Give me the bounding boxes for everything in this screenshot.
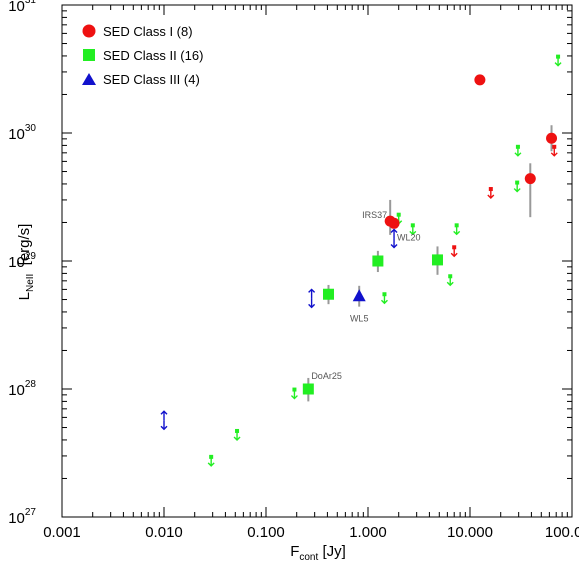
x-tick-label: 0.001 [43, 524, 81, 541]
upper-limit-arrow-head [207, 462, 215, 467]
y-tick-labels: 1027 1028 1029 1030 1031 [8, 0, 36, 527]
legend-marker-class-i [82, 24, 96, 38]
axis-ticks [61, 4, 573, 518]
class-iii-point [352, 289, 366, 302]
class-ii-point [431, 254, 443, 266]
y-tick-label: 1031 [8, 0, 36, 15]
legend-marker-class-iii [82, 73, 96, 85]
upper-limit-arrow-head [446, 281, 454, 287]
x-tick-label: 0.010 [145, 524, 183, 541]
legend: SED Class I (8) SED Class II (16) SED Cl… [82, 24, 203, 87]
upper-limit-arrow-head [550, 152, 558, 157]
limit-arrow-down-head [160, 425, 168, 431]
legend-marker-class-ii [83, 49, 95, 61]
data-points [302, 74, 558, 395]
x-tick-label: 1.000 [349, 524, 387, 541]
upper-limit-arrow-head [453, 230, 461, 236]
x-axis-label: Fcont [Jy] [290, 543, 346, 563]
class-i-point [388, 217, 400, 229]
error-bars [307, 125, 553, 402]
limit-arrow-up-head [160, 410, 168, 415]
upper-limit-arrow-head [233, 436, 241, 441]
class-ii-point [323, 288, 335, 300]
limit-arrows [160, 54, 562, 467]
y-tick-label: 1028 [8, 379, 36, 399]
x-tick-label: 10.000 [447, 524, 493, 541]
limit-arrow-up-head [390, 228, 398, 233]
limit-arrow-up-head [308, 288, 316, 293]
legend-label-class-iii: SED Class III (4) [103, 72, 200, 87]
upper-limit-arrow-head [290, 395, 298, 400]
limit-arrow-down-head [390, 243, 398, 249]
class-ii-point [372, 255, 384, 267]
limit-arrow-down-head [308, 303, 316, 309]
class-i-point [474, 74, 486, 86]
source-label: WL20 [397, 232, 421, 242]
y-tick-label: 1029 [8, 251, 36, 271]
y-axis-label: LNeII [erg/s] [16, 224, 36, 301]
source-annotations: IRS37 WL20 WL5 DoAr25 [311, 210, 420, 381]
class-i-point [546, 132, 558, 144]
x-tick-labels: 0.001 0.010 0.100 1.000 10.000 100.000 [43, 524, 579, 541]
upper-limit-arrow-head [409, 230, 417, 236]
upper-limit-arrow-head [514, 152, 522, 157]
source-label: IRS37 [362, 210, 387, 220]
source-label: WL5 [350, 313, 369, 323]
upper-limit-arrow-head [487, 194, 495, 200]
source-label: DoAr25 [311, 371, 342, 381]
y-tick-label: 1027 [8, 507, 36, 527]
x-tick-label: 100.000 [545, 524, 579, 541]
x-tick-label: 0.100 [247, 524, 285, 541]
class-ii-point [302, 383, 314, 395]
y-tick-label: 1030 [8, 123, 36, 143]
legend-label-class-ii: SED Class II (16) [103, 48, 203, 63]
upper-limit-arrow-head [554, 62, 562, 67]
upper-limit-arrow-head [450, 252, 458, 258]
legend-label-class-i: SED Class I (8) [103, 24, 193, 39]
upper-limit-arrow-head [513, 188, 521, 193]
class-i-point [524, 173, 536, 185]
upper-limit-arrow-head [380, 299, 388, 305]
